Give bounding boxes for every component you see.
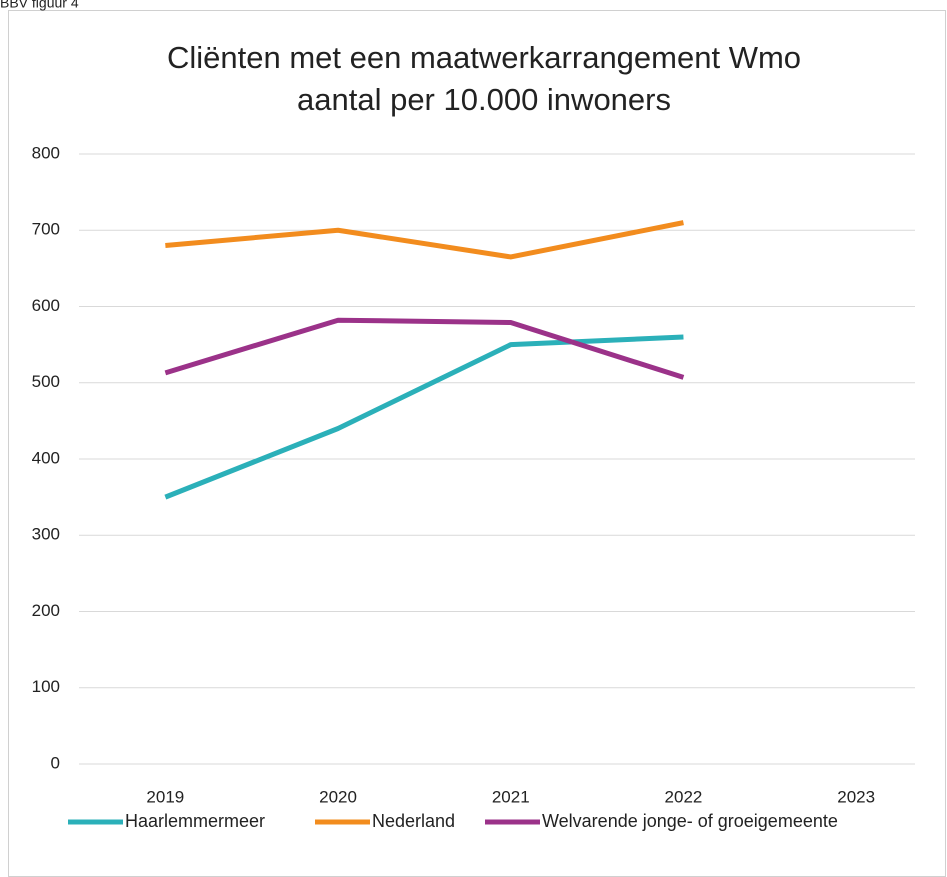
y-tick-label: 200 (32, 601, 60, 620)
x-tick-label: 2020 (319, 787, 357, 806)
series-line (165, 220, 684, 260)
y-tick-label: 300 (32, 525, 60, 544)
legend-label: Welvarende jonge- of groeigemeente (542, 811, 838, 831)
y-tick-label: 400 (32, 448, 60, 467)
y-tick-label: 0 (51, 753, 60, 772)
series-line (164, 334, 684, 500)
series-line (164, 317, 685, 380)
y-tick-label: 700 (32, 220, 60, 239)
y-tick-label: 600 (32, 296, 60, 315)
chart-subtitle: aantal per 10.000 inwoners (297, 82, 671, 117)
x-tick-label: 2022 (665, 787, 703, 806)
chart-title: Cliënten met een maatwerkarrangement Wmo (167, 40, 801, 75)
y-tick-label: 100 (32, 677, 60, 696)
legend-label: Haarlemmermeer (125, 811, 265, 831)
y-tick-label: 800 (32, 143, 60, 162)
x-tick-label: 2019 (146, 787, 184, 806)
y-tick-label: 500 (32, 372, 60, 391)
x-tick-label: 2021 (492, 787, 530, 806)
chart-frame (8, 10, 946, 877)
x-tick-label: 2023 (837, 787, 875, 806)
caption: BBV figuur 4 (0, 0, 79, 11)
legend-label: Nederland (372, 811, 455, 831)
